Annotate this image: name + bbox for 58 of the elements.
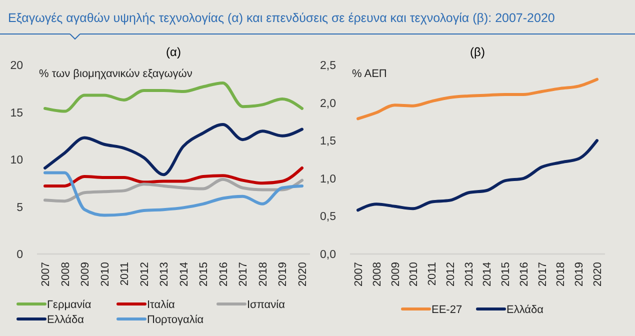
x-tick-label: 2012: [444, 262, 457, 286]
y-tick-label: 0: [16, 249, 23, 262]
legend-label: Ιταλία: [147, 298, 176, 311]
x-tick-label: 2017: [536, 262, 549, 286]
x-tick-label: 2017: [238, 262, 250, 286]
x-tick-label: 2014: [482, 262, 494, 286]
y-tick-label: 15: [10, 107, 23, 120]
x-tick-label: 2012: [138, 262, 151, 286]
y-tick-label: 10: [10, 154, 23, 167]
line-series: [44, 178, 304, 203]
y-tick-label: 20: [10, 60, 23, 72]
x-tick-label: 2008: [371, 262, 384, 286]
x-tick-label: 2008: [60, 262, 72, 286]
chart-title: Εξαγωγές αγαθών υψηλής τεχνολογίας (α) και επενδύσεις σε έρευνα και τεχνολογία (β): 2007-2020: [8, 11, 555, 25]
legend-label: ΕΕ-27: [432, 304, 462, 316]
x-tick-label: 2011: [426, 262, 439, 286]
line-series: [44, 171, 304, 217]
y-tick-label: 2,0: [320, 98, 336, 110]
y-tick-label: 0,5: [320, 211, 336, 224]
y-axis-title: % ΑΕΠ: [352, 68, 387, 80]
x-tick-label: 2010: [99, 262, 112, 286]
y-tick-label: 1,5: [320, 136, 336, 148]
x-tick-label: 2019: [574, 262, 586, 286]
x-tick-label: 2009: [80, 262, 92, 286]
x-tick-label: 2020: [592, 262, 604, 286]
x-tick-label: 2015: [198, 262, 210, 286]
line-series: [44, 123, 304, 176]
line-series: [356, 78, 598, 120]
y-tick-label: 5: [16, 202, 23, 214]
y-axis-title: % των βιομηχανικών εξαγωγών: [39, 68, 193, 80]
x-tick-label: 2010: [408, 262, 420, 286]
x-tick-label: 2007: [40, 262, 52, 286]
x-tick-label: 2018: [555, 262, 568, 286]
x-tick-label: 2020: [297, 262, 309, 286]
x-tick-label: 2014: [178, 262, 190, 286]
x-tick-label: 2011: [119, 262, 132, 286]
legend-label: Ελλάδα: [506, 304, 544, 316]
line-series: [356, 139, 598, 212]
x-tick-label: 2015: [500, 262, 512, 286]
x-tick-label: 2016: [518, 262, 530, 286]
chart-subtitle: (α): [166, 45, 181, 59]
y-tick-label: 2,5: [320, 60, 336, 72]
chart-subtitle: (β): [470, 45, 485, 59]
y-tick-label: 1,0: [320, 173, 336, 186]
y-tick-label: 0,0: [320, 249, 336, 262]
legend-label: Ελλάδα: [47, 314, 85, 326]
x-tick-label: 2013: [463, 262, 476, 286]
x-tick-label: 2009: [390, 262, 402, 286]
x-tick-label: 2018: [257, 262, 270, 286]
x-tick-label: 2019: [277, 262, 290, 286]
x-tick-label: 2013: [158, 262, 171, 286]
line-series: [44, 166, 304, 188]
legend-label: Γερμανία: [47, 298, 92, 311]
x-tick-label: 2016: [218, 262, 230, 286]
x-tick-label: 2007: [353, 262, 365, 286]
legend-label: Ισπανία: [247, 298, 286, 311]
legend-label: Πορτογαλία: [147, 314, 204, 326]
line-series: [44, 81, 304, 113]
